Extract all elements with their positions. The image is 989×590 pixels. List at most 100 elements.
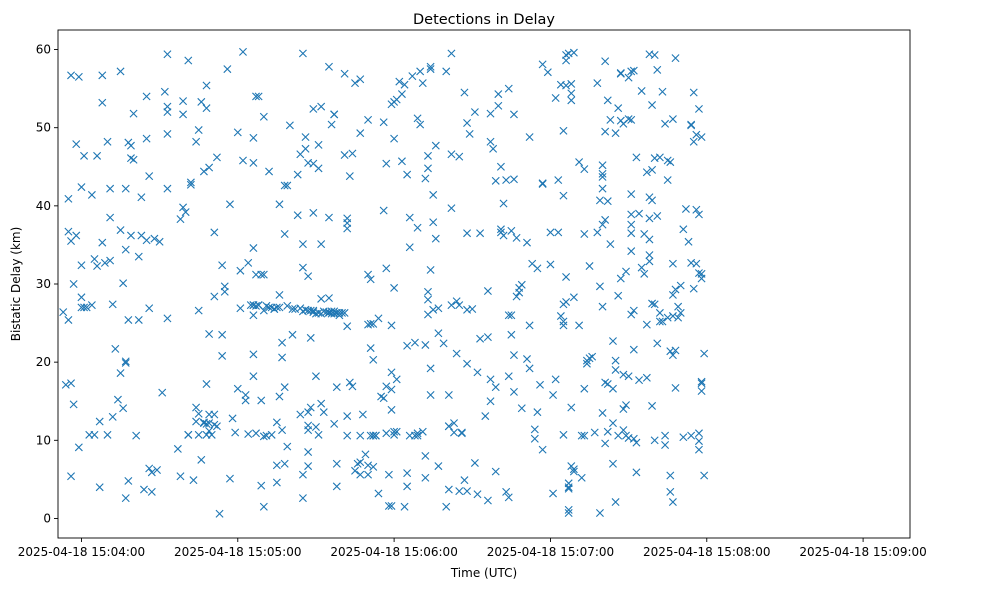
data-point (361, 450, 370, 459)
data-point (106, 213, 115, 222)
data-point (317, 399, 326, 408)
data-point (679, 433, 688, 442)
data-point (231, 428, 240, 437)
data-point (343, 412, 352, 421)
data-point (369, 431, 378, 440)
data-point (655, 153, 664, 162)
data-point (192, 403, 201, 412)
data-point (272, 418, 281, 427)
data-point (293, 211, 302, 220)
data-point (671, 383, 680, 392)
data-point (648, 299, 657, 308)
data-point (562, 81, 571, 90)
data-point (595, 509, 604, 517)
data-point (301, 133, 310, 142)
data-point (348, 149, 357, 158)
data-point (67, 379, 76, 388)
data-point (569, 48, 578, 57)
data-point (126, 141, 135, 150)
data-point (637, 86, 646, 95)
data-point (74, 72, 83, 81)
data-point (80, 303, 89, 312)
data-point (369, 462, 378, 471)
data-point (327, 120, 336, 129)
data-point (179, 110, 188, 119)
data-point (142, 134, 151, 143)
data-point (504, 372, 513, 381)
data-point (145, 172, 154, 181)
data-point (301, 144, 310, 153)
data-point (491, 176, 500, 185)
data-point (442, 502, 451, 511)
data-point (194, 126, 203, 135)
data-point (288, 305, 297, 313)
data-point (410, 338, 419, 347)
data-point (619, 426, 628, 435)
data-point (421, 174, 430, 183)
data-point (408, 72, 417, 81)
data-point (228, 414, 237, 423)
data-point (314, 430, 323, 439)
data-point (554, 228, 563, 237)
data-point (387, 385, 396, 394)
data-point (163, 50, 172, 59)
data-point (364, 461, 373, 470)
x-tick-label: 2025-04-18 15:09:00 (799, 545, 926, 559)
data-point (486, 137, 495, 146)
data-point (629, 434, 638, 443)
data-point (351, 79, 360, 88)
data-point (616, 274, 625, 283)
data-point (598, 172, 607, 181)
data-point (507, 311, 516, 320)
data-point (194, 306, 203, 315)
data-point (593, 79, 602, 88)
data-point (330, 110, 339, 119)
data-point (257, 396, 266, 405)
data-point (119, 279, 128, 288)
data-point (523, 355, 531, 364)
data-point (179, 97, 188, 106)
data-point (309, 208, 318, 217)
data-point (517, 280, 526, 289)
data-point (317, 102, 326, 111)
data-point (387, 321, 396, 330)
data-point (468, 305, 477, 313)
data-point (648, 101, 657, 110)
data-point (395, 77, 404, 86)
data-point (192, 417, 201, 426)
data-point (259, 502, 268, 511)
data-point (674, 313, 683, 322)
data-point (340, 151, 349, 160)
data-point (507, 226, 516, 235)
data-point (580, 431, 589, 440)
data-point (421, 340, 430, 349)
data-point (431, 141, 440, 150)
data-point (439, 339, 448, 348)
data-point (304, 462, 313, 471)
data-point (280, 383, 289, 392)
data-point (603, 96, 612, 105)
data-point (218, 330, 227, 339)
data-point (681, 204, 690, 213)
data-point (494, 90, 503, 99)
y-tick-label: 40 (36, 199, 51, 213)
data-point (64, 227, 73, 236)
data-point (314, 164, 323, 173)
data-point (580, 165, 589, 174)
y-tick-label: 10 (36, 433, 51, 447)
data-point (265, 303, 274, 312)
data-point (272, 303, 281, 312)
data-point (523, 238, 531, 247)
data-point (622, 401, 630, 410)
y-tick-label: 60 (36, 43, 51, 57)
data-point (616, 68, 625, 77)
data-point (629, 66, 638, 75)
data-point (364, 115, 373, 124)
data-point (567, 79, 576, 88)
data-point (692, 205, 701, 214)
data-point (189, 476, 198, 485)
data-point (98, 238, 107, 247)
data-point (679, 225, 688, 234)
data-point (668, 498, 677, 507)
data-point (694, 210, 703, 219)
